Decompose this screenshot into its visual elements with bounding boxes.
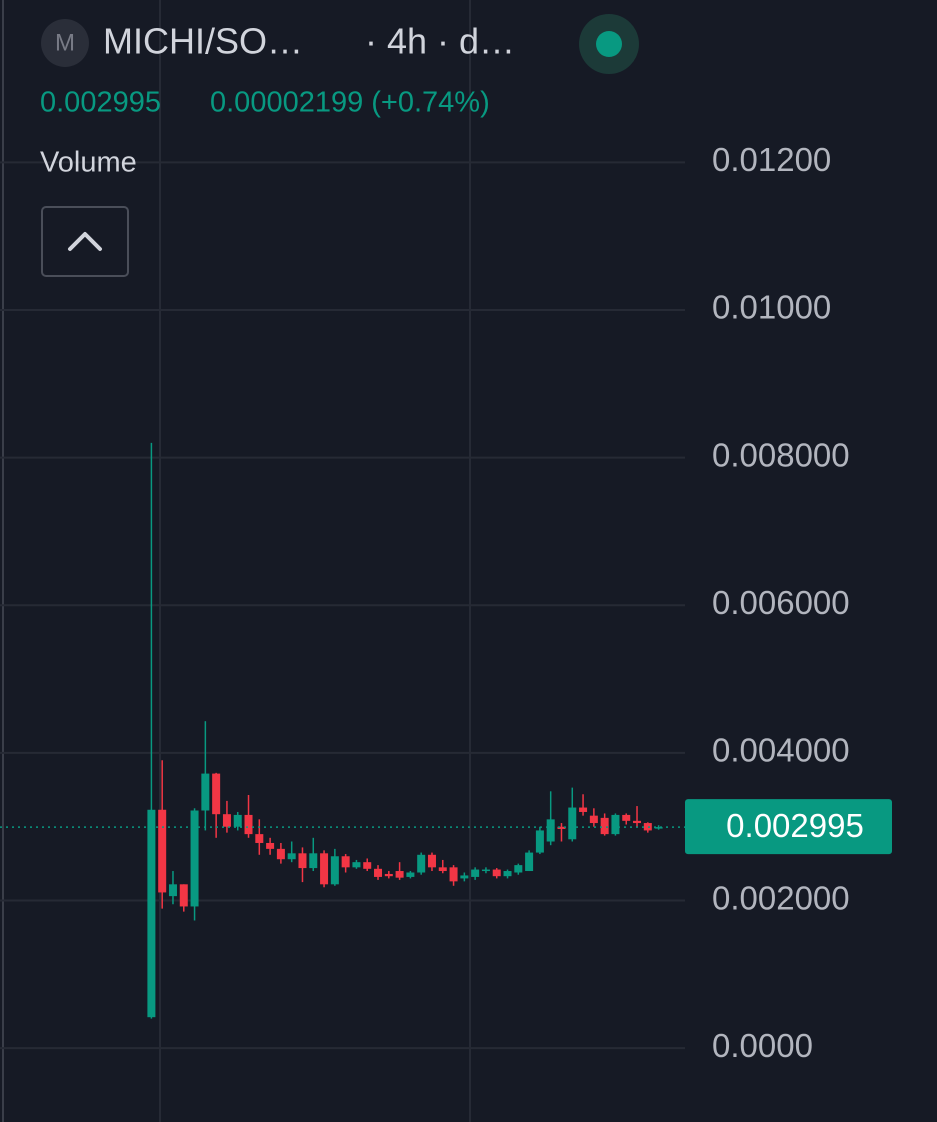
candle-body bbox=[643, 823, 652, 831]
candle-body bbox=[546, 819, 555, 842]
candle-body bbox=[222, 814, 231, 827]
candle-body bbox=[212, 773, 221, 815]
candle-body bbox=[309, 853, 318, 869]
candle-body bbox=[557, 826, 566, 829]
candle-body bbox=[417, 854, 426, 873]
candle-body bbox=[320, 853, 329, 885]
candle-body bbox=[384, 873, 393, 877]
candle-body bbox=[266, 842, 275, 849]
candle-body bbox=[460, 875, 469, 879]
candle-body bbox=[406, 872, 415, 877]
last-price-tag bbox=[685, 799, 892, 855]
candle-body bbox=[438, 867, 447, 872]
candle-body bbox=[471, 869, 480, 877]
candle-body bbox=[535, 830, 544, 853]
candle-body bbox=[341, 856, 350, 868]
candle-body bbox=[568, 807, 577, 840]
candle-body bbox=[622, 814, 631, 821]
candle-body bbox=[233, 814, 242, 827]
candle-body bbox=[600, 817, 609, 835]
candle-body bbox=[244, 814, 253, 835]
last-price-label: 0.002995 bbox=[726, 807, 864, 844]
status-dot bbox=[596, 31, 622, 57]
interval[interactable]: · 4h · d… bbox=[365, 21, 515, 62]
y-tick-label: 0.004000 bbox=[712, 732, 850, 769]
candles bbox=[0, 442, 685, 1019]
y-tick-label: 0.0000 bbox=[712, 1027, 813, 1064]
chevron-icon bbox=[68, 232, 102, 251]
y-tick-label: 0.008000 bbox=[712, 436, 850, 473]
candle-body bbox=[633, 820, 642, 824]
y-tick-label: 0.002000 bbox=[712, 879, 850, 916]
candle-body bbox=[374, 868, 383, 877]
candle-body bbox=[492, 869, 501, 877]
candle-body bbox=[525, 852, 534, 872]
candle-body bbox=[168, 884, 177, 897]
candle-body bbox=[147, 809, 156, 1018]
candle-body bbox=[611, 814, 620, 835]
candle-body bbox=[287, 853, 296, 860]
last-price-header: 0.002995 bbox=[40, 87, 161, 119]
change: 0.00002199 (+0.74%) bbox=[210, 87, 490, 119]
candle-body bbox=[179, 884, 188, 907]
volume-label: Volume bbox=[40, 147, 137, 179]
candle-body bbox=[654, 827, 663, 829]
symbol[interactable]: MICHI/SO… bbox=[103, 21, 303, 62]
candle-body bbox=[481, 869, 490, 872]
symbol-icon-letter: M bbox=[55, 29, 75, 56]
candle-body bbox=[276, 848, 285, 860]
candle-body bbox=[514, 865, 523, 873]
candle-body bbox=[330, 856, 339, 885]
candle-body bbox=[449, 867, 458, 882]
y-tick-label: 0.01000 bbox=[712, 289, 831, 326]
candle-body bbox=[352, 862, 361, 868]
candle-body bbox=[158, 809, 167, 893]
candle-body bbox=[427, 854, 436, 868]
y-tick-label: 0.006000 bbox=[712, 584, 850, 621]
grid bbox=[0, 161, 685, 1050]
candle-body bbox=[363, 862, 372, 869]
candle-body bbox=[298, 853, 307, 869]
candle-body bbox=[589, 815, 598, 824]
candle-body bbox=[255, 834, 264, 843]
symbol-icon bbox=[41, 19, 89, 67]
collapse-button[interactable] bbox=[41, 206, 129, 277]
candle-body bbox=[190, 810, 199, 907]
candle-body bbox=[503, 871, 512, 877]
candle-body bbox=[579, 807, 588, 812]
candle-body bbox=[395, 871, 404, 878]
y-tick-label: 0.01200 bbox=[712, 141, 831, 178]
axis-labels: 0.01200 0.01000 0.008000 0.006000 0.004000 0.… bbox=[685, 141, 892, 1064]
candle-body bbox=[201, 773, 210, 811]
